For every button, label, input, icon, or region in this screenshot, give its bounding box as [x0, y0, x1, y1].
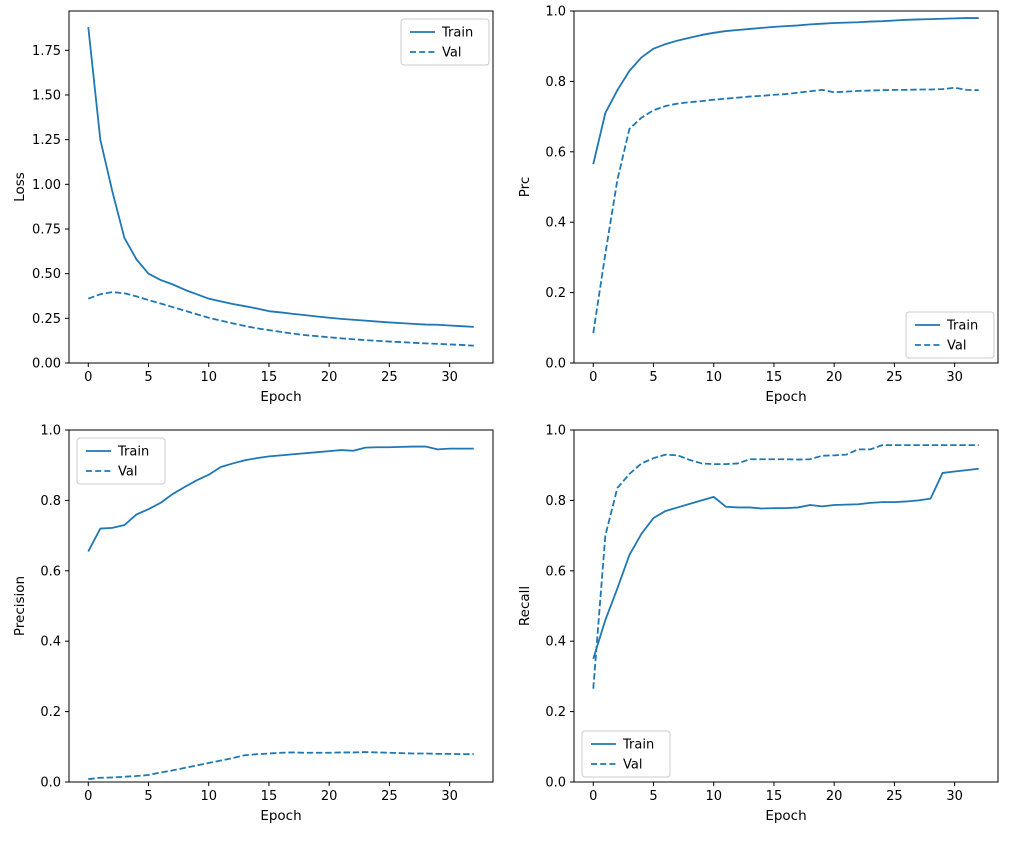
recall-plot-svg: 0 5 10 15 20 25 30 0.0 0.2 0.4 0.6 0.8 1.0 Epoch Recal… [517, 424, 999, 824]
x-tick-label: 5 [144, 789, 152, 804]
legend-val-label: Val [947, 339, 966, 354]
legend-train-label: Train [117, 445, 149, 460]
legend-val-label: Val [623, 758, 642, 773]
y-tick-label: 0.50 [32, 267, 61, 282]
x-tick-label: 15 [261, 789, 278, 804]
x-tick-label: 25 [381, 370, 398, 385]
x-tick-label: 30 [946, 789, 963, 804]
x-tick-label: 20 [321, 789, 338, 804]
precision-legend: Train Val [76, 437, 166, 485]
y-tick-label: 0.75 [32, 222, 61, 237]
prc-train-line [592, 17, 979, 165]
legend-train-label: Train [946, 319, 978, 334]
y-tick-label: 0.00 [32, 357, 61, 372]
legend-val-label: Val [442, 46, 461, 61]
y-tick-label: 1.00 [32, 178, 61, 193]
y-tick-label: 0.4 [545, 635, 566, 650]
legend-val-label: Val [118, 465, 137, 480]
y-tick-label: 0.2 [545, 705, 566, 720]
recall-axes-frame [573, 429, 999, 783]
loss-legend: Train Val [400, 18, 490, 66]
x-tick-label: 20 [826, 370, 843, 385]
y-tick-label: 0.4 [545, 216, 566, 231]
x-tick-label: 15 [766, 789, 783, 804]
precision-y-axis-label: Precision [12, 576, 28, 636]
legend-box [905, 311, 995, 359]
x-tick-label: 0 [84, 370, 92, 385]
loss-plot-svg: 0 5 10 15 20 25 30 0.00 0.25 0.50 0.75 1.00 1.25 1.50… [12, 10, 494, 405]
loss-x-axis-label: Epoch [260, 389, 301, 405]
x-tick-label: 15 [766, 370, 783, 385]
y-tick-label: 1.0 [545, 424, 566, 439]
recall-y-axis-label: Recall [517, 586, 533, 626]
prc-plot-svg: 0 5 10 15 20 25 30 0.0 0.2 0.4 0.6 0.8 1.0 Epoch Prc Tr… [517, 5, 999, 405]
legend-train-label: Train [441, 26, 473, 41]
precision-train-line [87, 445, 474, 552]
x-tick-label: 0 [589, 370, 597, 385]
y-tick-label: 1.50 [32, 88, 61, 103]
prc-x-axis-label: Epoch [765, 389, 806, 405]
x-tick-label: 20 [826, 789, 843, 804]
x-tick-label: 5 [649, 370, 657, 385]
legend-box [581, 730, 671, 778]
loss-axes-frame [68, 10, 494, 364]
x-tick-label: 30 [441, 370, 458, 385]
y-tick-label: 0.25 [32, 312, 61, 327]
precision-val-line [88, 751, 474, 781]
recall-legend: Train Val [581, 730, 671, 778]
y-tick-label: 0.0 [545, 776, 566, 791]
precision-axes-frame [68, 429, 494, 783]
x-tick-label: 30 [946, 370, 963, 385]
legend-box [400, 18, 490, 66]
loss-val-line [87, 291, 474, 347]
y-tick-label: 1.0 [545, 5, 566, 20]
chart-recall: 0 5 10 15 20 25 30 0.0 0.2 0.4 0.6 0.8 1.0 Epoch Recal… [505, 419, 1010, 838]
y-tick-label: 0.8 [545, 75, 566, 90]
y-tick-label: 0.2 [40, 705, 61, 720]
x-tick-label: 25 [886, 370, 903, 385]
y-tick-label: 0.2 [545, 286, 566, 301]
x-tick-label: 5 [144, 370, 152, 385]
loss-y-axis-label: Loss [12, 172, 28, 202]
x-tick-label: 10 [705, 370, 722, 385]
y-tick-label: 0.6 [40, 564, 61, 579]
y-tick-label: 1.25 [32, 133, 61, 148]
x-tick-label: 10 [200, 370, 217, 385]
y-tick-label: 0.8 [545, 494, 566, 509]
legend-train-label: Train [622, 738, 654, 753]
recall-x-axis-label: Epoch [765, 808, 806, 824]
recall-train-line [592, 467, 979, 660]
y-tick-label: 0.6 [545, 145, 566, 160]
x-tick-label: 10 [705, 789, 722, 804]
prc-axes-frame [573, 10, 999, 364]
x-tick-label: 20 [321, 370, 338, 385]
x-tick-label: 30 [441, 789, 458, 804]
x-tick-label: 25 [886, 789, 903, 804]
chart-loss: 0 5 10 15 20 25 30 0.00 0.25 0.50 0.75 1.00 1.25 1.50… [0, 0, 505, 419]
x-tick-label: 5 [649, 789, 657, 804]
x-tick-label: 10 [200, 789, 217, 804]
x-tick-label: 25 [381, 789, 398, 804]
y-tick-label: 0.0 [40, 776, 61, 791]
y-tick-label: 0.4 [40, 635, 61, 650]
x-tick-label: 15 [261, 370, 278, 385]
chart-prc: 0 5 10 15 20 25 30 0.0 0.2 0.4 0.6 0.8 1.0 Epoch Prc Tr… [505, 0, 1010, 419]
y-tick-label: 1.0 [40, 424, 61, 439]
prc-val-line [592, 86, 979, 334]
x-tick-label: 0 [589, 789, 597, 804]
prc-y-axis-label: Prc [517, 177, 533, 198]
y-tick-label: 0.8 [40, 494, 61, 509]
precision-x-axis-label: Epoch [260, 808, 301, 824]
legend-box [76, 437, 166, 485]
loss-train-line [87, 26, 474, 328]
recall-val-line [592, 444, 979, 689]
y-tick-label: 0.0 [545, 357, 566, 372]
chart-precision: 0 5 10 15 20 25 30 0.0 0.2 0.4 0.6 0.8 1.0 Epoch Preci… [0, 419, 505, 838]
y-tick-label: 0.6 [545, 564, 566, 579]
prc-legend: Train Val [905, 311, 995, 359]
precision-plot-svg: 0 5 10 15 20 25 30 0.0 0.2 0.4 0.6 0.8 1.0 Epoch Preci… [12, 424, 494, 824]
y-tick-label: 1.75 [32, 44, 61, 59]
x-tick-label: 0 [84, 789, 92, 804]
